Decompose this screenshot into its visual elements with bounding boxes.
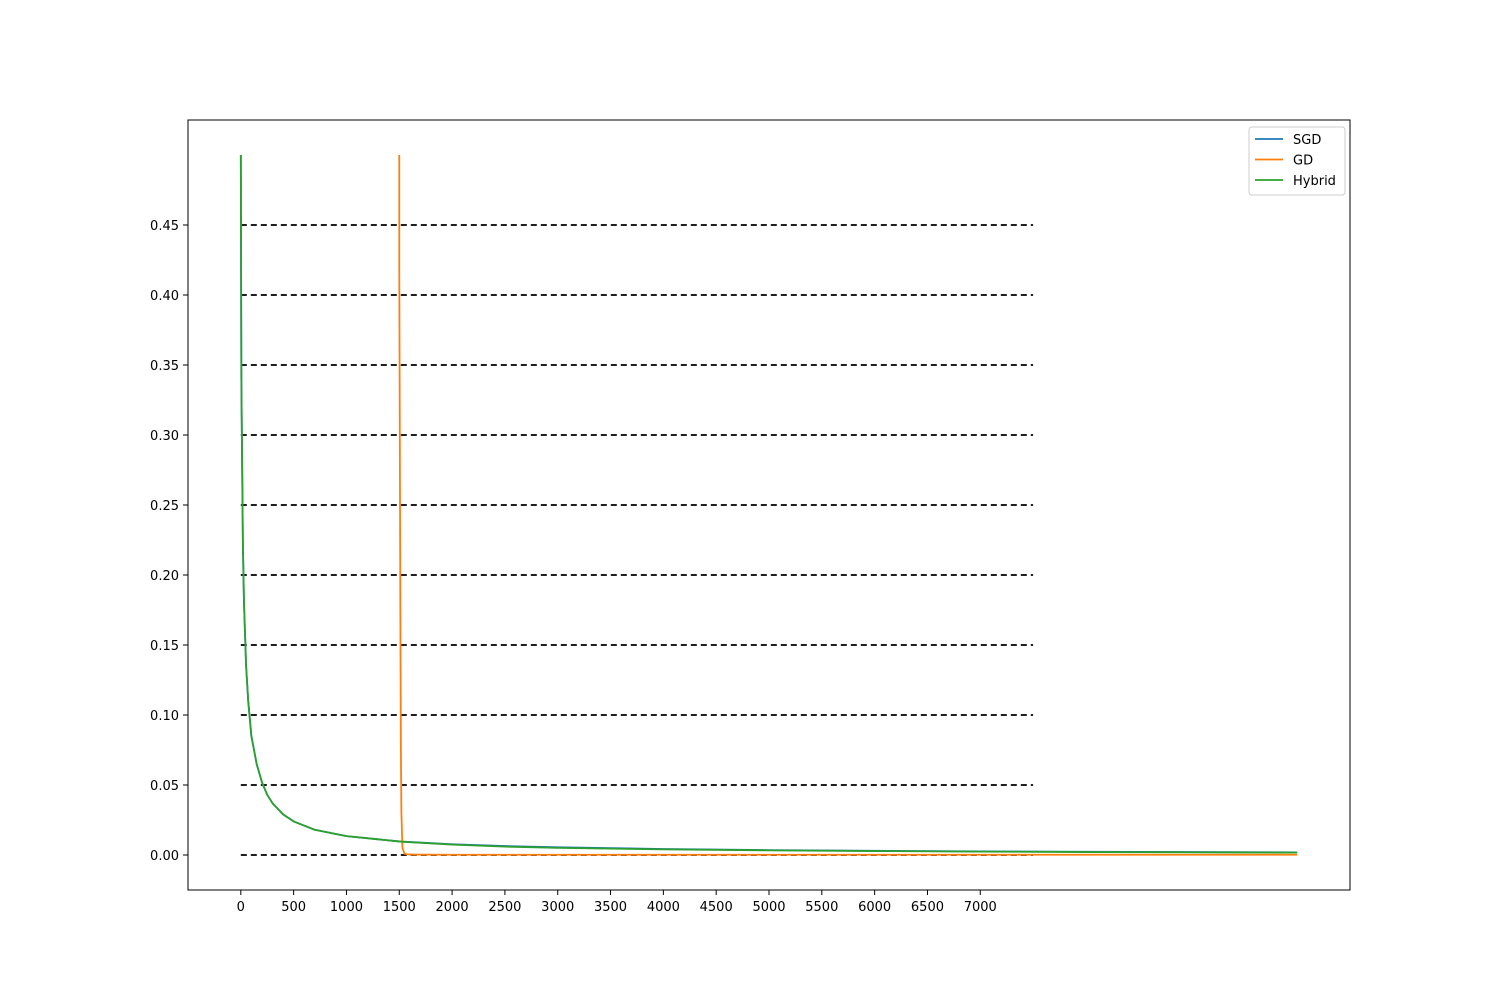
y-tick-label: 0.15 (150, 639, 179, 654)
x-tick-label: 2500 (488, 900, 521, 915)
y-tick-label: 0.20 (150, 569, 179, 584)
legend-label-gd: GD (1293, 154, 1313, 169)
y-tick-label: 0.40 (150, 289, 179, 304)
legend: SGD GD Hybrid (1248, 126, 1346, 196)
series-line-gd (398, 155, 1298, 856)
x-tick-label: 5000 (752, 900, 785, 915)
x-tick-label: 6500 (911, 900, 944, 915)
series-layer (239, 154, 1298, 856)
x-tick-label: 2000 (436, 900, 469, 915)
legend-label-hybrid: Hybrid (1293, 174, 1336, 189)
series-line-hybrid (239, 154, 1298, 854)
x-tick-label: 5500 (805, 900, 838, 915)
legend-box (1248, 126, 1346, 196)
x-tick-label: 1500 (383, 900, 416, 915)
y-tick-label: 0.00 (150, 849, 179, 864)
y-tick-label: 0.25 (150, 499, 179, 514)
x-tick-label: 7000 (964, 900, 997, 915)
x-tick-label: 4000 (647, 900, 680, 915)
y-tick-label: 0.30 (150, 429, 179, 444)
axes: 0 500 1000 1500 2000 2500 3000 3500 4000 4500 5000… (150, 119, 1351, 915)
x-tick-label: 6000 (858, 900, 891, 915)
x-tick-label: 0 (237, 900, 245, 915)
x-tick-label: 4500 (700, 900, 733, 915)
y-tick-label: 0.45 (150, 219, 179, 234)
x-tick-label: 500 (281, 900, 306, 915)
y-tick-label: 0.35 (150, 359, 179, 374)
x-tick-label: 3500 (594, 900, 627, 915)
x-tick-label: 1000 (330, 900, 363, 915)
reference-lines (240, 224, 1034, 856)
y-tick-label: 0.05 (150, 779, 179, 794)
y-tick-label: 0.10 (150, 709, 179, 724)
legend-label-sgd: SGD (1293, 133, 1321, 148)
x-tick-label: 3000 (541, 900, 574, 915)
